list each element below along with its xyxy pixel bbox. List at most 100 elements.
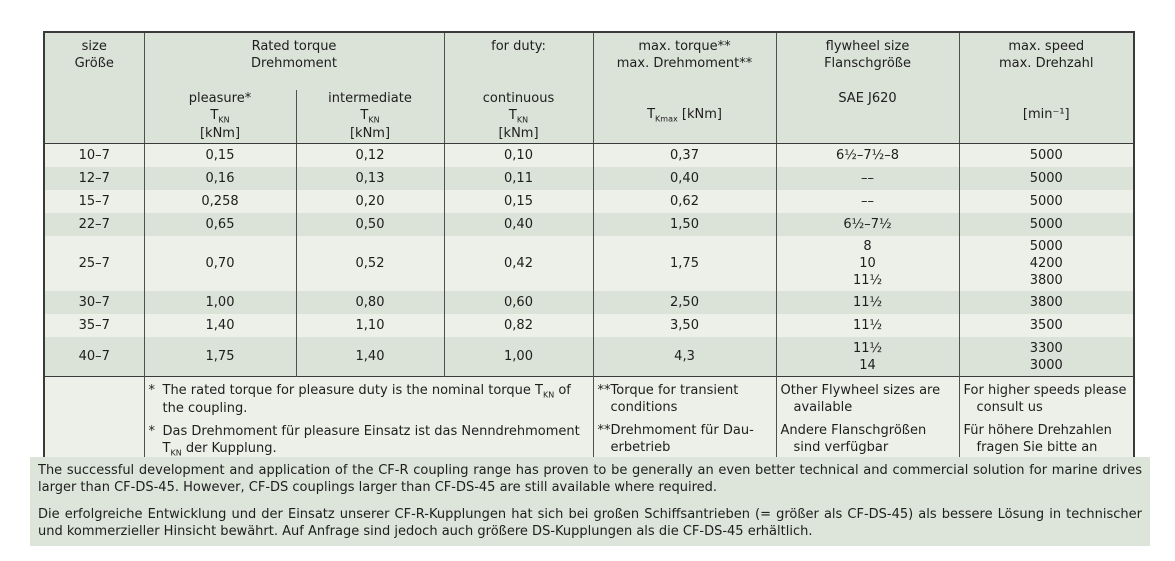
header-speed-en: max. speed bbox=[1008, 39, 1085, 54]
table-row-22-7: 22–7 0,65 0,50 0,40 1,50 6½–7½ 5000 bbox=[43, 213, 1135, 236]
footnote-torque-de: **Drehmoment für Dau­erbetrieb bbox=[597, 423, 754, 455]
cell-max-torque: 2,50 bbox=[592, 291, 777, 314]
header-tkmax-unit: TKmax [kNm] bbox=[592, 90, 777, 144]
cell-flywheel: 11½ bbox=[775, 314, 960, 337]
footnote-torque-en: **Torque for transient conditions bbox=[597, 383, 739, 415]
cell-max-torque: 0,62 bbox=[592, 190, 777, 213]
footnote-star-de: * Das Drehmoment für pleasure Einsatz is… bbox=[148, 423, 580, 458]
description-paragraphs: The successful development and applicati… bbox=[30, 457, 1150, 546]
header-speed-unit: [min⁻¹] bbox=[958, 90, 1135, 144]
header-flywheel-en: flywheel size bbox=[825, 39, 910, 54]
cell-continuous: 0,60 bbox=[443, 291, 594, 314]
header-size-de: Größe bbox=[74, 56, 114, 71]
cell-intermediate: 0,20 bbox=[295, 190, 445, 213]
cell-intermediate: 0,12 bbox=[295, 143, 445, 167]
header-max-speed: max. speed max. Drehzahl bbox=[958, 32, 1135, 90]
cell-flywheel: –– bbox=[775, 167, 960, 190]
table-row-12-7: 12–7 0,16 0,13 0,11 0,40 –– 5000 bbox=[43, 167, 1135, 190]
cell-continuous: 0,15 bbox=[443, 190, 594, 213]
footnote-empty-cell bbox=[43, 376, 145, 468]
cell-speed: 3300 3000 bbox=[958, 337, 1135, 377]
cell-flywheel: 6½–7½ bbox=[775, 213, 960, 236]
symbol-tkn: TKN bbox=[210, 108, 230, 125]
cell-intermediate: 0,52 bbox=[295, 236, 445, 291]
cell-size: 12–7 bbox=[43, 167, 145, 190]
cell-size: 40–7 bbox=[43, 337, 145, 377]
cell-speed: 5000 bbox=[958, 190, 1135, 213]
cell-size: 15–7 bbox=[43, 190, 145, 213]
header-sae-j620: SAE J620 bbox=[775, 90, 960, 144]
cell-intermediate: 0,50 bbox=[295, 213, 445, 236]
table-row-10-7: 10–7 0,15 0,12 0,10 0,37 6½–7½–8 5000 bbox=[43, 143, 1135, 167]
cell-size: 10–7 bbox=[43, 143, 145, 167]
header-size: size Größe bbox=[43, 32, 145, 144]
symbol-tkn: TKN bbox=[508, 108, 529, 125]
footnote-speed-en: For higher speeds please consult us bbox=[963, 383, 1127, 415]
cell-intermediate: 0,80 bbox=[295, 291, 445, 314]
cell-flywheel: 6½–7½–8 bbox=[775, 143, 960, 167]
cell-speed: 5000 bbox=[958, 213, 1135, 236]
footnote-row: * The rated torque for pleasure duty is … bbox=[43, 376, 1135, 468]
table-row-40-7: 40–7 1,75 1,40 1,00 4,3 11½ 14 3300 3000 bbox=[43, 337, 1135, 377]
cell-continuous: 0,40 bbox=[443, 213, 594, 236]
cell-flywheel: –– bbox=[775, 190, 960, 213]
cell-pleasure: 0,65 bbox=[143, 213, 297, 236]
cell-max-torque: 1,50 bbox=[592, 213, 777, 236]
cell-max-torque: 1,75 bbox=[592, 236, 777, 291]
header-for-duty: for duty: bbox=[443, 32, 594, 90]
asterisk-marker: * bbox=[148, 423, 156, 439]
header-flywheel-size: flywheel size Flanschgröße bbox=[775, 32, 960, 90]
cell-pleasure: 1,40 bbox=[143, 314, 297, 337]
header-continuous: continuous TKN [kNm] bbox=[443, 90, 594, 144]
cell-size: 25–7 bbox=[43, 236, 145, 291]
header-speed-de: max. Drehzahl bbox=[998, 56, 1094, 71]
header-size-en: size bbox=[81, 39, 107, 54]
cell-speed: 5000 bbox=[958, 167, 1135, 190]
cell-speed: 5000 4200 3800 bbox=[958, 236, 1135, 291]
cell-intermediate: 1,10 bbox=[295, 314, 445, 337]
unit-knm: [kNm] bbox=[498, 125, 539, 141]
header-pleasure: pleasure* TKN [kNm] bbox=[143, 90, 297, 144]
header-rated-en: Rated torque bbox=[251, 39, 337, 54]
cell-pleasure: 0,15 bbox=[143, 143, 297, 167]
footnote-flywheel-en: Other Flywheel sizes are available bbox=[780, 383, 941, 415]
cell-flywheel: 11½ bbox=[775, 291, 960, 314]
asterisk-marker: * bbox=[148, 383, 156, 398]
cell-speed: 3800 bbox=[958, 291, 1135, 314]
cell-continuous: 0,42 bbox=[443, 236, 594, 291]
table-row-30-7: 30–7 1,00 0,80 0,60 2,50 11½ 3800 bbox=[43, 291, 1135, 314]
symbol-tkmax: TKmax [kNm] bbox=[647, 107, 722, 124]
cell-continuous: 0,10 bbox=[443, 143, 594, 167]
cell-max-torque: 4,3 bbox=[592, 337, 777, 377]
table-row-25-7: 25–7 0,70 0,52 0,42 1,75 8 10 11½ 5000 4… bbox=[43, 236, 1135, 291]
footnote-rated-torque: * The rated torque for pleasure duty is … bbox=[143, 376, 594, 468]
cell-pleasure: 0,16 bbox=[143, 167, 297, 190]
cell-continuous: 0,11 bbox=[443, 167, 594, 190]
cell-max-torque: 0,40 bbox=[592, 167, 777, 190]
symbol-tkn: TKN bbox=[360, 108, 380, 125]
paragraph-german: Die erfolgreiche Entwicklung und der Ein… bbox=[38, 507, 1142, 539]
paragraph-english: The successful development and applicati… bbox=[38, 463, 1142, 495]
footnote-max-torque: **Torque for transient conditions **Dreh… bbox=[592, 376, 777, 468]
table-row-35-7: 35–7 1,40 1,10 0,82 3,50 11½ 3500 bbox=[43, 314, 1135, 337]
cell-size: 22–7 bbox=[43, 213, 145, 236]
coupling-data-table: size Größe Rated torque Drehmoment for d… bbox=[43, 31, 1136, 469]
cell-pleasure: 0,258 bbox=[143, 190, 297, 213]
header-rated-torque: Rated torque Drehmoment bbox=[143, 32, 445, 90]
cell-max-torque: 0,37 bbox=[592, 143, 777, 167]
cell-size: 30–7 bbox=[43, 291, 145, 314]
cell-intermediate: 1,40 bbox=[295, 337, 445, 377]
cell-continuous: 1,00 bbox=[443, 337, 594, 377]
cell-continuous: 0,82 bbox=[443, 314, 594, 337]
cell-max-torque: 3,50 bbox=[592, 314, 777, 337]
unit-knm: [kNm] bbox=[199, 125, 241, 141]
footnote-speed: For higher speeds please consult us Für … bbox=[958, 376, 1135, 468]
header-rated-de: Drehmoment bbox=[251, 56, 337, 71]
cell-size: 35–7 bbox=[43, 314, 145, 337]
header-max-torque: max. torque** max. Drehmoment** bbox=[592, 32, 777, 90]
footnote-flywheel: Other Flywheel sizes are available Ander… bbox=[775, 376, 960, 468]
cell-intermediate: 0,13 bbox=[295, 167, 445, 190]
footnote-speed-de: Für höhere Drehzahlen fragen Sie bitte a… bbox=[963, 423, 1112, 455]
header-flywheel-de: Flanschgröße bbox=[824, 56, 911, 71]
cell-speed: 3500 bbox=[958, 314, 1135, 337]
